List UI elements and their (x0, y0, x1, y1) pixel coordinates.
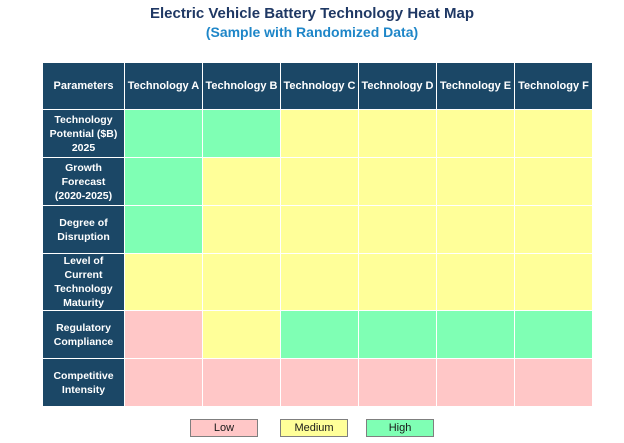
row-header: Degree of Disruption (42, 205, 125, 254)
heatmap-row: Level of Current Technology Maturity (42, 253, 593, 311)
row-header: Competitive Intensity (42, 358, 125, 407)
heatmap-cell (358, 157, 437, 206)
legend-low: Low (190, 419, 258, 437)
heatmap-row: Technology Potential ($B) 2025 (42, 109, 593, 158)
heatmap-cell (514, 358, 593, 407)
heatmap-cell (514, 157, 593, 206)
heatmap-cell (124, 205, 203, 254)
heatmap-cell (514, 205, 593, 254)
heatmap-cell (280, 253, 359, 311)
heatmap-cell (280, 358, 359, 407)
column-header: Technology E (436, 62, 515, 110)
legend-high: High (366, 419, 434, 437)
heatmap-cell (202, 253, 281, 311)
row-header: Regulatory Compliance (42, 310, 125, 359)
heatmap-cell (436, 157, 515, 206)
heatmap-cell (358, 205, 437, 254)
heatmap-cell (358, 109, 437, 158)
heatmap-table: Parameters Technology A Technology B Techn… (42, 62, 593, 407)
heatmap-cell (358, 358, 437, 407)
heatmap-cell (436, 205, 515, 254)
heatmap-cell (124, 253, 203, 311)
heatmap-cell (280, 109, 359, 158)
heatmap-cell (124, 157, 203, 206)
column-header: Technology F (514, 62, 593, 110)
heatmap-cell (514, 253, 593, 311)
row-header: Growth Forecast (2020-2025) (42, 157, 125, 206)
heatmap-cell (436, 109, 515, 158)
row-header: Technology Potential ($B) 2025 (42, 109, 125, 158)
heatmap-row: Growth Forecast (2020-2025) (42, 157, 593, 206)
row-header: Level of Current Technology Maturity (42, 253, 125, 311)
heatmap-cell (436, 358, 515, 407)
heatmap-cell (514, 310, 593, 359)
chart-subtitle: (Sample with Randomized Data) (205, 24, 419, 40)
heatmap-cell (436, 253, 515, 311)
heatmap-cell (280, 310, 359, 359)
heatmap-cell (514, 109, 593, 158)
column-header: Technology A (124, 62, 203, 110)
chart-title: Electric Vehicle Battery Technology Heat… (150, 5, 474, 22)
corner-header: Parameters (42, 62, 125, 110)
header-row: Parameters Technology A Technology B Techn… (42, 62, 593, 110)
heatmap-cell (436, 310, 515, 359)
heatmap-body: Technology Potential ($B) 2025 Growth For… (42, 109, 593, 407)
heatmap-cell (358, 310, 437, 359)
heatmap-cell (202, 205, 281, 254)
heatmap-cell (124, 109, 203, 158)
heatmap-cell (202, 109, 281, 158)
heatmap-cell (358, 253, 437, 311)
heatmap-cell (202, 358, 281, 407)
column-header: Technology B (202, 62, 281, 110)
heatmap-row: Competitive Intensity (42, 358, 593, 407)
legend-medium: Medium (280, 419, 348, 437)
column-header: Technology D (358, 62, 437, 110)
heatmap-cell (202, 310, 281, 359)
heatmap-cell (280, 157, 359, 206)
heatmap-cell (202, 157, 281, 206)
heatmap-cell (124, 310, 203, 359)
heatmap-cell (124, 358, 203, 407)
column-header: Technology C (280, 62, 359, 110)
heatmap-cell (280, 205, 359, 254)
heatmap-row: Degree of Disruption (42, 205, 593, 254)
heatmap-row: Regulatory Compliance (42, 310, 593, 359)
